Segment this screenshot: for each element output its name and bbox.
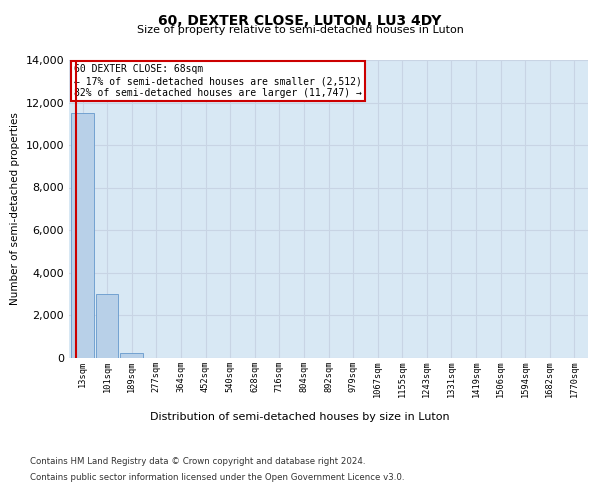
Text: Size of property relative to semi-detached houses in Luton: Size of property relative to semi-detach… [137,25,463,35]
Bar [71,113,94,358]
Text: 60, DEXTER CLOSE, LUTON, LU3 4DY: 60, DEXTER CLOSE, LUTON, LU3 4DY [158,14,442,28]
Text: 60 DEXTER CLOSE: 68sqm
← 17% of semi-detached houses are smaller (2,512)
82% of : 60 DEXTER CLOSE: 68sqm ← 17% of semi-det… [74,64,362,98]
Bar [121,353,143,358]
Text: Contains HM Land Registry data © Crown copyright and database right 2024.: Contains HM Land Registry data © Crown c… [30,458,365,466]
Y-axis label: Number of semi-detached properties: Number of semi-detached properties [10,112,20,305]
Bar [96,294,118,358]
Text: Distribution of semi-detached houses by size in Luton: Distribution of semi-detached houses by … [150,412,450,422]
Text: Contains public sector information licensed under the Open Government Licence v3: Contains public sector information licen… [30,472,404,482]
